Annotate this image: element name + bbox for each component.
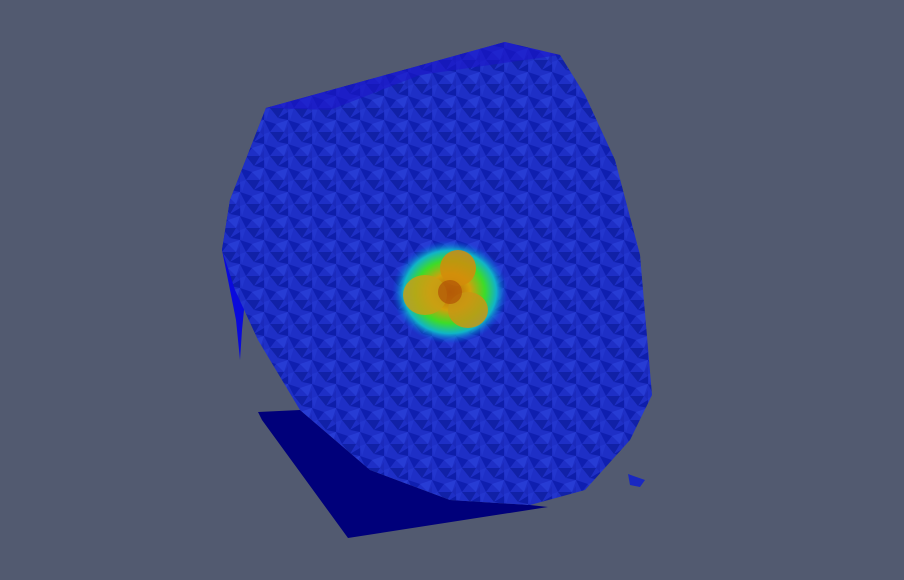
hot-spot <box>392 240 508 344</box>
top-face <box>266 42 560 110</box>
fragment <box>628 474 645 487</box>
bottom-face <box>258 410 548 538</box>
